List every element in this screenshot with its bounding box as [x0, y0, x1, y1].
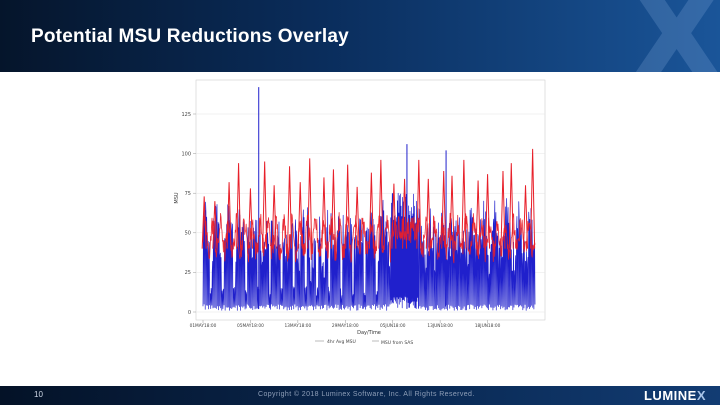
- logo-text: LUMINE: [643, 388, 697, 403]
- x-axis-label: Day/Time: [357, 330, 381, 336]
- legend-label-msu-sas: MSU from SAS: [381, 340, 413, 346]
- series-peak-4hr-avg-msu: [287, 166, 293, 249]
- y-tick-label: 0: [188, 310, 191, 316]
- copyright-text: Copyright © 2018 Luminex Software, Inc. …: [258, 391, 475, 398]
- header-x-watermark-icon: X: [627, 0, 720, 72]
- axis-layer: 0 25 50 75 100 125 01MAY18:00 05MAY18:00 13MAY18…: [181, 112, 500, 329]
- chart-legend: 4hr Avg MSU MSU from SAS: [315, 339, 413, 346]
- series-4hr-avg-msu: [201, 148, 536, 264]
- series-peak-4hr-avg-msu: [226, 182, 232, 249]
- series-peak-4hr-avg-msu: [425, 178, 431, 249]
- series-peak-4hr-avg-msu: [262, 161, 268, 249]
- series-peak-4hr-avg-msu: [345, 164, 351, 249]
- series-peak-4hr-avg-msu: [530, 148, 536, 249]
- series-peak-4hr-avg-msu: [475, 180, 481, 249]
- series-peak-4hr-avg-msu: [391, 183, 397, 249]
- legend-label-4hr-avg: 4hr Avg MSU: [327, 339, 356, 345]
- series-peak-4hr-avg-msu: [402, 178, 408, 249]
- x-tick-label: 13JUN18:00: [427, 323, 453, 329]
- x-tick-label: 05MAY18:00: [237, 323, 264, 329]
- y-tick-label: 75: [185, 191, 191, 197]
- x-tick-label: 05JUN18:00: [380, 323, 406, 329]
- luminex-logo: LUMINEX: [644, 388, 706, 403]
- slide-title: Potential MSU Reductions Overlay: [31, 26, 349, 47]
- slide-header: X Potential MSU Reductions Overlay: [0, 0, 720, 72]
- series-peak-4hr-avg-msu: [368, 172, 374, 249]
- series-peak-4hr-avg-msu: [461, 159, 467, 249]
- series-peak-4hr-avg-msu: [378, 159, 384, 249]
- y-tick-label: 50: [185, 231, 191, 237]
- series-peak-4hr-avg-msu: [307, 158, 313, 249]
- x-tick-label: 29MAY18:00: [332, 323, 359, 329]
- series-peak-4hr-avg-msu: [297, 182, 303, 249]
- series-peak-4hr-avg-msu: [485, 174, 491, 249]
- series-peak-4hr-avg-msu: [449, 175, 455, 249]
- y-tick-label: 25: [185, 270, 191, 276]
- x-tick-label: 13MAY18:00: [284, 323, 311, 329]
- slide-footer: 10 Copyright © 2018 Luminex Software, In…: [0, 386, 720, 405]
- series-peak-4hr-avg-msu: [523, 185, 529, 249]
- series-peak-4hr-avg-msu: [441, 171, 447, 249]
- series-peak-4hr-avg-msu: [508, 163, 514, 249]
- series-peak-4hr-avg-msu: [236, 163, 242, 249]
- page-number: 10: [34, 390, 43, 399]
- x-tick-label: 01MAY18:00: [190, 323, 217, 329]
- series-peak-4hr-avg-msu: [321, 177, 327, 249]
- series-peak-4hr-avg-msu: [271, 185, 277, 249]
- series-peak-4hr-avg-msu: [201, 196, 207, 249]
- y-tick-label: 100: [181, 151, 191, 157]
- series-peak-4hr-avg-msu: [330, 169, 336, 249]
- series-peak-4hr-avg-msu: [212, 201, 218, 249]
- series-peak-4hr-avg-msu: [416, 159, 422, 249]
- series-peak-4hr-avg-msu: [354, 186, 360, 249]
- x-tick-label: 18JUN18:00: [475, 323, 501, 329]
- y-tick-label: 125: [181, 112, 191, 118]
- msu-overlay-chart: 0 25 50 75 100 125 01MAY18:00 05MAY18:00 13MAY18…: [174, 79, 546, 346]
- series-peak-4hr-avg-msu: [247, 188, 253, 249]
- series-peak-4hr-avg-msu: [500, 171, 506, 249]
- logo-x-mark: X: [696, 388, 706, 403]
- y-axis-label: MSU: [174, 192, 180, 203]
